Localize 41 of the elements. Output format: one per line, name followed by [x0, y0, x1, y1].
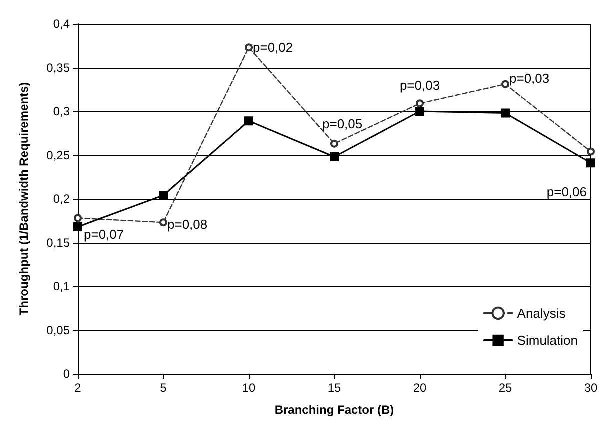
- point: [330, 152, 339, 162]
- x-tick-label: 30: [584, 381, 598, 395]
- annotation: p=0,06: [546, 184, 587, 200]
- x-tick-label: 5: [160, 381, 168, 395]
- point: [587, 148, 595, 156]
- point: [501, 108, 510, 118]
- point: [586, 158, 596, 168]
- legend-label: Analysis: [517, 306, 566, 321]
- point: [245, 44, 253, 52]
- x-tick-label: 25: [498, 381, 512, 395]
- y-tick-label: 0,25: [46, 148, 70, 162]
- y-tick-label: 0,4: [53, 17, 70, 31]
- y-tick-label: 0,1: [53, 280, 70, 294]
- legend-label: Simulation: [517, 333, 578, 348]
- annotation: p=0,03: [400, 78, 440, 94]
- annotation: p=0,08: [168, 217, 208, 232]
- x-tick-label: 15: [328, 381, 342, 395]
- point: [416, 100, 424, 108]
- x-axis-title: Branching Factor (B): [274, 403, 394, 417]
- x-tick-label: 2: [74, 381, 82, 395]
- annotation: p=0,02: [253, 40, 294, 56]
- y-axis-title: Throughput (1/Bandwidth Requirements): [17, 82, 31, 316]
- y-tick-label: 0,05: [46, 323, 70, 338]
- point: [330, 140, 338, 148]
- y-tick-label: 0,15: [46, 236, 70, 250]
- point: [416, 107, 424, 116]
- point: [244, 116, 254, 126]
- x-tick-label: 20: [413, 381, 427, 395]
- point: [502, 80, 510, 88]
- y-tick-label: 0: [63, 367, 70, 381]
- y-tick-label: 0,35: [46, 60, 70, 75]
- point: [74, 214, 82, 222]
- x-tick-label: 10: [242, 381, 256, 395]
- annotation: p=0,05: [322, 116, 363, 132]
- point: [160, 218, 168, 227]
- annotation: p=0,03: [510, 70, 550, 86]
- point: [159, 191, 168, 200]
- y-tick-label: 0,2: [53, 192, 70, 206]
- annotation: p=0,07: [84, 226, 124, 242]
- y-tick-label: 0,3: [53, 104, 70, 118]
- point: [74, 222, 82, 232]
